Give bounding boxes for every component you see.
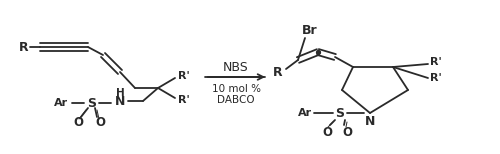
- Text: DABCO: DABCO: [217, 95, 255, 105]
- Text: Ar: Ar: [54, 98, 68, 108]
- Text: R: R: [18, 41, 28, 53]
- Text: S: S: [336, 107, 344, 120]
- Text: H: H: [116, 88, 124, 98]
- Text: NBS: NBS: [223, 61, 249, 73]
- Text: O: O: [342, 126, 352, 138]
- Text: Br: Br: [302, 24, 318, 36]
- Text: N: N: [365, 115, 375, 128]
- Text: R: R: [272, 65, 282, 79]
- Text: R': R': [430, 73, 442, 83]
- Text: 10 mol %: 10 mol %: [212, 84, 260, 94]
- Text: N: N: [115, 95, 125, 107]
- Text: R': R': [430, 57, 442, 67]
- Text: O: O: [73, 116, 83, 128]
- Text: S: S: [88, 97, 96, 109]
- Text: O: O: [95, 116, 105, 128]
- Text: O: O: [322, 126, 332, 138]
- Text: Ar: Ar: [298, 108, 312, 118]
- Text: R': R': [178, 95, 190, 105]
- Text: R': R': [178, 71, 190, 81]
